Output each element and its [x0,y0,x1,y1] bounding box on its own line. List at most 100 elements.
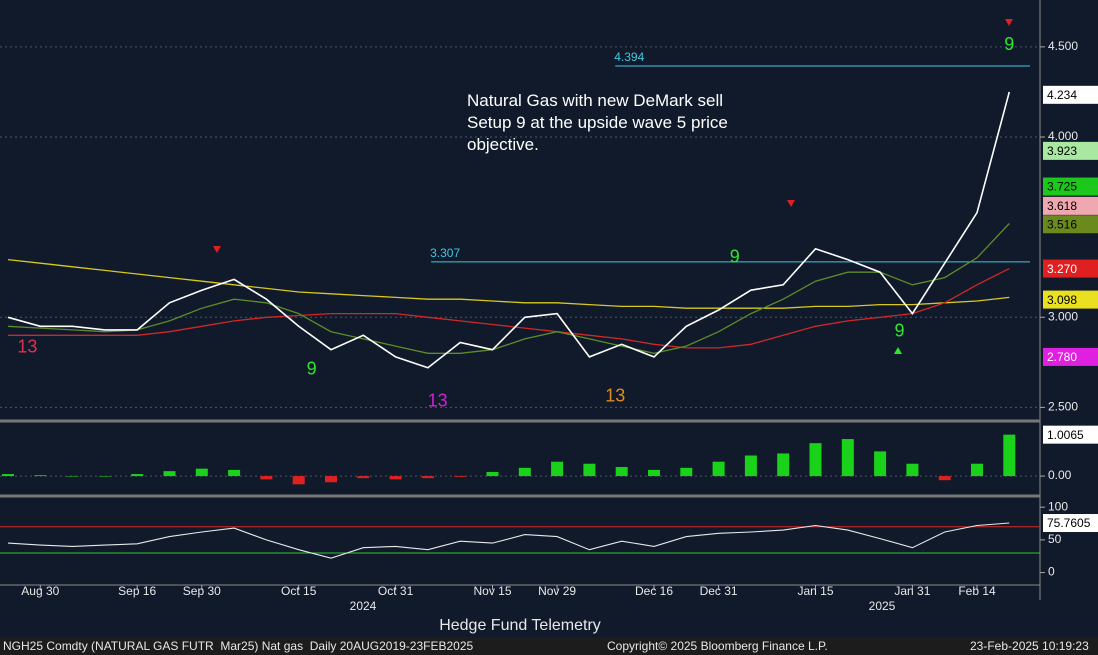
value-box [1043,196,1098,215]
series-line [7,91,1011,369]
year-label: 2024 [350,599,377,613]
bar [98,476,111,477]
series-line [7,223,1010,354]
setup-count: 13 [605,385,625,405]
value-box [1043,259,1098,278]
bar [518,467,531,477]
buy-arrow [894,347,902,354]
bar [389,476,402,480]
bar [325,476,337,483]
value-box [1043,215,1098,234]
value-box-label: 3.923 [1047,144,1077,158]
x-tick-label: Sep 30 [183,584,221,598]
x-tick-label: Jan 31 [894,584,930,598]
sell-arrow [787,200,795,207]
setup-count: 9 [894,320,904,340]
bar [551,461,564,477]
bar [906,463,919,477]
reference-label: 4.394 [614,50,644,64]
bar [228,469,241,477]
bar [971,463,983,477]
x-tick-label: Feb 14 [958,584,996,598]
x-tick-label: Nov 29 [538,584,576,598]
series-line [7,522,1010,559]
sell-arrow [1005,19,1013,26]
value-box [1043,347,1098,366]
y-tick-label: 4.500 [1048,39,1078,53]
bar [486,471,499,477]
y-tick-label: 0.00 [1048,468,1072,482]
bar [648,469,660,477]
x-tick-label: Dec 31 [700,584,738,598]
x-tick-label: Oct 31 [378,584,414,598]
bar [583,463,596,477]
value-box-label: 75.7605 [1047,516,1091,530]
x-tick-label: Oct 15 [281,584,317,598]
value-box [1043,514,1098,533]
setup-count: 9 [307,358,317,378]
bar [938,476,951,481]
annotation: Natural Gas with new DeMark sell Setup 9… [467,91,728,154]
copyright: Copyright© 2025 Bloomberg Finance L.P. [607,639,828,653]
bar [2,474,14,477]
ticker-info: NGH25 Comdty (NATURAL GAS FUTR Mar25) Na… [3,639,474,653]
value-box-label: 3.270 [1047,262,1077,276]
y-tick-label: 4.000 [1048,129,1078,143]
timestamp: 23-Feb-2025 10:19:23 [970,639,1089,653]
series-line [7,258,1010,309]
x-tick-label: Dec 16 [635,584,673,598]
value-box-label: 3.516 [1047,217,1077,231]
value-box [1043,425,1098,444]
background [0,0,1098,637]
chart-svg: 2024 2025 2.500 3.000 4.000 4.500 4.394 3.307… [0,0,1098,637]
bar [874,451,887,477]
bar [744,455,757,477]
value-box [1043,290,1098,309]
bar [66,476,79,477]
bar [777,453,790,477]
bar [841,439,854,477]
bar [163,471,176,477]
bar [260,476,273,480]
value-box-label: 1.0065 [1047,428,1084,442]
y-tick-label: 100 [1048,499,1068,513]
setup-count: 13 [17,337,37,357]
bar [357,476,370,479]
year-label: 2025 [869,599,896,613]
reference-label: 3.307 [430,246,460,260]
y-tick-label: 0 [1048,565,1055,579]
value-box-label: 3.725 [1047,180,1077,194]
bar [131,474,144,477]
setup-count: 13 [428,391,448,411]
value-box-label: 3.098 [1047,293,1077,307]
status-bar: NGH25 Comdty (NATURAL GAS FUTR Mar25) Na… [0,637,1098,655]
bar [809,443,822,477]
setup-count: 9 [1004,34,1014,54]
y-tick-label: 50 [1048,532,1062,546]
bar [292,476,305,485]
bar [1003,434,1016,477]
x-tick-label: Nov 15 [473,584,511,598]
bar [680,467,693,477]
series-line [8,268,1010,349]
value-box [1043,85,1098,104]
value-box [1043,177,1098,196]
value-box-label: 4.234 [1047,88,1077,102]
bar [195,468,208,477]
bar [712,461,725,477]
x-tick-label: Aug 30 [21,584,59,598]
y-tick-label: 2.500 [1048,400,1078,414]
value-box [1043,141,1098,160]
bar [421,476,434,479]
footer-title: Hedge Fund Telemetry [439,617,601,634]
x-tick-label: Sep 16 [118,584,156,598]
sell-arrow [213,246,221,253]
value-box-label: 3.618 [1047,199,1077,213]
bar [615,467,628,477]
y-tick-label: 3.000 [1048,309,1078,323]
bar [454,476,467,477]
bar [34,475,47,477]
value-box-label: 2.780 [1047,350,1077,364]
x-tick-label: Jan 15 [797,584,833,598]
